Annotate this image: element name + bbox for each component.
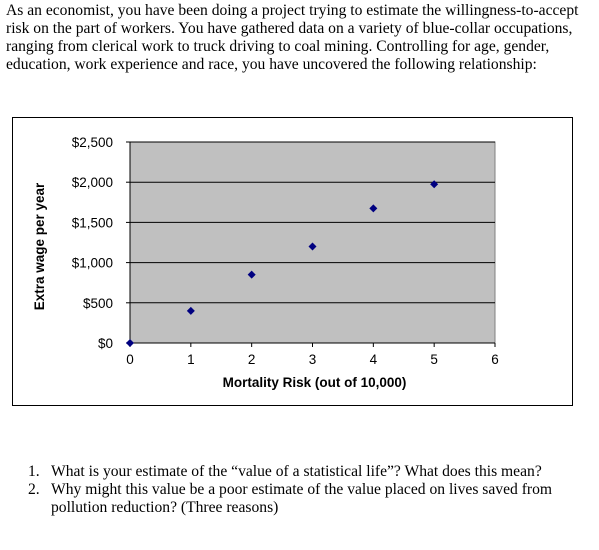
data-point <box>308 242 317 251</box>
grid-lines <box>126 141 495 344</box>
question-list: 1. What is your estimate of the “value o… <box>28 463 588 517</box>
y-tick-labels: $0 $500 $1,000 $1,500 $2,000 $2,500 <box>72 135 113 351</box>
x-tick-label: 1 <box>187 352 195 367</box>
question-item: 2. Why might this value be a poor estima… <box>28 481 588 517</box>
y-tick-label: $500 <box>83 296 113 311</box>
data-point <box>369 204 378 213</box>
plot-area <box>129 141 496 344</box>
x-tick-label: 6 <box>491 352 499 367</box>
question-text: Why might this value be a poor estimate … <box>51 481 553 516</box>
data-points <box>126 180 439 347</box>
y-tick-label: $1,500 <box>72 215 113 230</box>
x-tick-label: 3 <box>309 352 317 367</box>
question-text: What is your estimate of the “value of a… <box>51 463 542 480</box>
x-axis-title: Mortality Risk (out of 10,000) <box>223 375 407 390</box>
question-number: 1. <box>28 463 40 480</box>
x-tick-label: 5 <box>430 352 438 367</box>
y-tick-label: $0 <box>98 336 113 351</box>
x-tick-label: 0 <box>126 352 134 367</box>
y-tick-label: $1,000 <box>72 256 113 271</box>
data-point <box>247 270 256 279</box>
scatter-chart: $0 $500 $1,000 $1,500 $2,000 $2,500 0 1 2 3 4 5 6 M… <box>32 135 499 390</box>
data-point <box>126 339 134 347</box>
y-tick-label: $2,000 <box>72 175 113 190</box>
x-tick-labels: 0 1 2 3 4 5 6 <box>126 352 499 367</box>
question-item: 1. What is your estimate of the “value o… <box>28 463 588 481</box>
intro-paragraph: As an economist, you have been doing a p… <box>6 2 579 73</box>
data-point <box>186 306 195 315</box>
chart-container: $0 $500 $1,000 $1,500 $2,000 $2,500 0 1 2 3 4 5 6 M… <box>12 117 573 406</box>
data-point <box>430 180 439 189</box>
question-number: 2. <box>28 481 40 498</box>
x-tick-label: 2 <box>248 352 256 367</box>
y-tick-label: $2,500 <box>72 135 113 150</box>
y-axis-title: Extra wage per year <box>32 182 47 310</box>
x-tick-label: 4 <box>370 352 378 367</box>
